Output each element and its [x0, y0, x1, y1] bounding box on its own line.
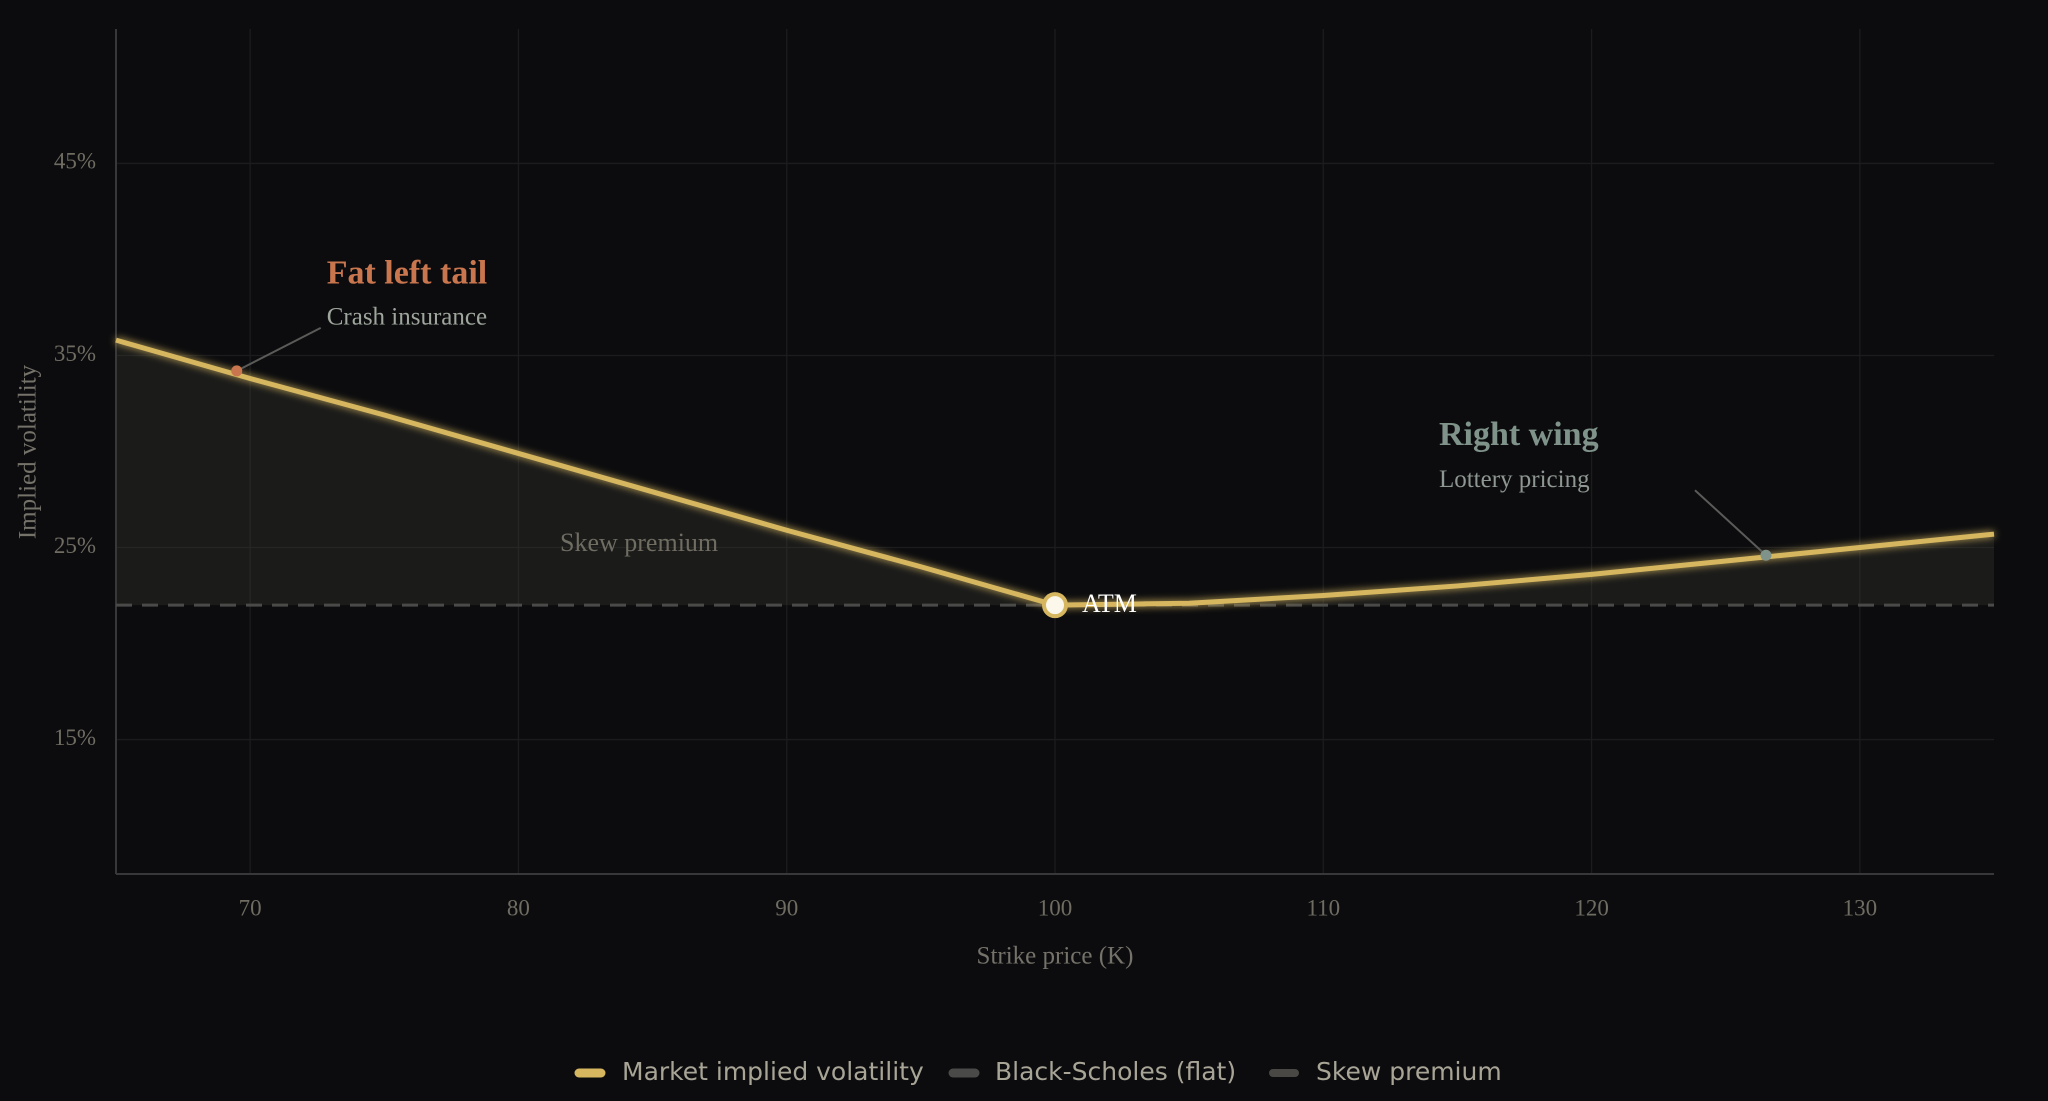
x-tick-label: 110 [1306, 895, 1340, 920]
region-label: Skew premium [560, 528, 718, 557]
leader-line [236, 326, 322, 372]
y-tick-label: 25% [54, 533, 96, 558]
legend-item[interactable]: Black-Scholes (flat) [948, 1057, 1236, 1086]
atm-label: ATM [1082, 589, 1137, 618]
x-axis-title: Strike price (K) [977, 943, 1134, 970]
leader-line [1694, 489, 1767, 556]
annotation-title: Fat left tail [327, 255, 488, 292]
annotation-text: Lottery pricing [1439, 466, 1590, 493]
y-axis-title: Implied volatility [15, 364, 42, 539]
x-tick-label: 80 [507, 895, 530, 920]
legend-label: Market implied volatility [622, 1057, 924, 1086]
x-tick-label: 90 [775, 895, 798, 920]
legend-label: Black-Scholes (flat) [995, 1057, 1236, 1086]
annotation-title: Right wing [1439, 416, 1599, 453]
y-tick-label: 35% [54, 341, 96, 366]
x-tick-label: 120 [1574, 895, 1609, 920]
x-tick-label: 130 [1843, 895, 1878, 920]
skew-area [116, 340, 1994, 606]
atm-marker [1042, 592, 1068, 619]
annotation-text: Crash insurance [327, 304, 487, 331]
y-tick-label: 45% [54, 149, 96, 174]
legend-item[interactable]: Skew premium [1269, 1057, 1502, 1086]
legend-label: Skew premium [1316, 1057, 1502, 1086]
legend-item[interactable]: Market implied volatility [574, 1057, 924, 1086]
annotation-dot [231, 365, 243, 377]
x-tick-label: 70 [239, 895, 262, 920]
annotation-dot [1760, 549, 1772, 561]
x-tick-label: 100 [1038, 895, 1073, 920]
y-tick-label: 15% [54, 725, 96, 750]
